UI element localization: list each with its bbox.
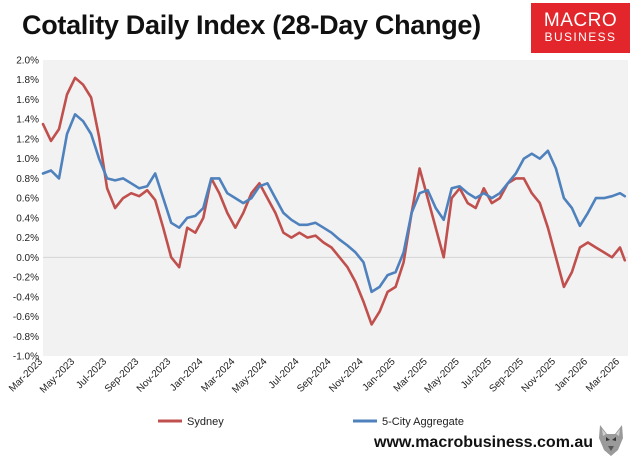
x-axis: Mar-2023May-2023Jul-2023Sep-2023Nov-2023… — [7, 356, 622, 396]
logo-line-1: MACRO — [543, 10, 618, 31]
y-tick-label: -0.4% — [13, 292, 39, 303]
legend-label: Sydney — [187, 416, 224, 428]
plot-area — [43, 60, 628, 356]
y-tick-label: -0.6% — [13, 312, 39, 323]
legend-label: 5-City Aggregate — [382, 416, 464, 428]
x-tick-label: Mar-2026 — [584, 356, 622, 394]
logo-line-2: BUSINESS — [544, 30, 617, 44]
y-tick-label: 1.4% — [16, 115, 39, 126]
series-line-five-city-aggregate — [41, 113, 627, 294]
y-tick-label: 1.8% — [16, 75, 39, 86]
x-tick-label: Nov-2024 — [327, 356, 366, 395]
y-tick-label: 1.2% — [16, 134, 39, 145]
y-tick-label: 1.6% — [16, 95, 39, 106]
y-tick-label: 2.0% — [16, 56, 39, 67]
y-tick-label: 0.6% — [16, 194, 39, 205]
y-axis: 2.0% 1.8% 1.6% 1.4% 1.2% 1.0% 0.8% 0.6% 0.4% 0.2%… — [13, 56, 39, 363]
y-tick-label: -1.0% — [13, 352, 39, 363]
x-tick-label: Nov-2025 — [520, 356, 559, 395]
macrobusiness-logo: MACRO BUSINESS — [531, 3, 630, 53]
series-layer — [41, 76, 627, 326]
y-tick-label: 0.0% — [16, 253, 39, 264]
x-tick-label: May-2025 — [423, 356, 463, 396]
y-tick-label: -0.2% — [13, 273, 39, 284]
x-tick-label: Nov-2023 — [135, 356, 174, 395]
website-link[interactable]: www.macrobusiness.com.au — [374, 434, 594, 451]
wolf-mascot-icon — [599, 425, 623, 456]
y-tick-label: -0.8% — [13, 332, 39, 343]
y-tick-label: 0.4% — [16, 213, 39, 224]
legend: Sydney 5-City Aggregate — [158, 416, 464, 428]
series-line-sydney — [41, 76, 627, 326]
chart-title: Cotality Daily Index (28-Day Change) — [22, 10, 481, 40]
y-tick-label: 1.0% — [16, 154, 39, 165]
x-tick-label: May-2024 — [230, 356, 270, 396]
y-tick-label: 0.2% — [16, 233, 39, 244]
y-tick-label: 0.8% — [16, 174, 39, 185]
x-tick-label: May-2023 — [38, 356, 78, 396]
